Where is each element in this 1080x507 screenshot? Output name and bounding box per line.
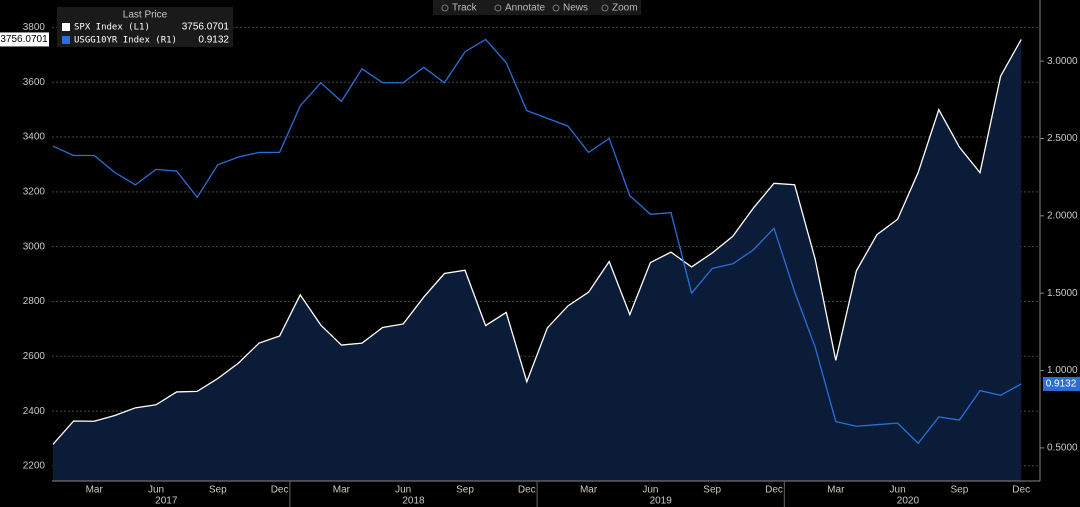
legend-swatch [62,36,70,44]
x-tick-label: Jun [890,485,906,496]
toolbar-icon [494,4,502,12]
y2-tick-label: 0.5000 [1047,443,1078,454]
year-label: 2019 [650,496,673,507]
y2-tick-label: 1.5000 [1047,288,1078,299]
toolbar-button[interactable]: Track [452,3,478,14]
x-tick-label: Sep [456,485,474,496]
x-tick-label: Mar [580,485,598,496]
y-tick-label: 2800 [23,296,46,307]
toolbar-icon [552,4,560,12]
x-tick-label: Dec [765,485,783,496]
line [52,39,1022,445]
last-value-tag [0,32,49,47]
x-tick-label: Dec [518,485,536,496]
legend-label: SPX Index (L1) [74,23,150,33]
toolbar-button[interactable]: Annotate [505,3,545,14]
y-tick-label: 2600 [23,351,46,362]
legend-box [57,7,233,47]
x-tick-label: Dec [1012,485,1030,496]
last-value-label: 3756.0701 [0,34,48,45]
toolbar-button[interactable]: Zoom [612,3,638,14]
legend-value: 0.9132 [198,35,229,46]
y2-tick-label: 3.0000 [1047,56,1078,67]
year-label: 2018 [402,496,425,507]
year-label: 2020 [897,496,920,507]
x-tick-label: Mar [86,485,104,496]
y-tick-label: 3400 [23,132,46,143]
area [53,39,1022,482]
y-tick-label: 3600 [23,77,46,88]
y-tick-label: 2200 [23,461,46,472]
x-tick-label: Jun [642,485,658,496]
legend-label: USGG10YR Index (R1) [74,36,177,46]
legend-swatch [62,23,70,31]
x-tick-label: Sep [951,485,969,496]
toolbar-button[interactable]: News [563,3,588,14]
x-tick-label: Sep [209,485,227,496]
legend-value: 3756.0701 [182,22,230,33]
legend-title: Last Price [123,10,168,21]
line [52,38,1022,445]
x-tick-label: Sep [703,485,721,496]
y-tick-label: 2400 [23,406,46,417]
x-tick-label: Jun [395,485,411,496]
year-label: 2017 [155,496,178,507]
x-tick-label: Mar [333,485,351,496]
toolbar [433,0,641,15]
last-value-tag [1043,376,1080,391]
toolbar-icon [441,4,449,12]
y2-tick-label: 2.5000 [1047,133,1078,144]
x-tick-label: Jun [148,485,164,496]
y2-tick-label: 1.0000 [1047,365,1078,376]
x-tick-label: Mar [827,485,845,496]
last-value-label: 0.9132 [1046,379,1077,390]
y-tick-label: 3000 [23,241,46,252]
toolbar-icon [601,4,609,12]
y-tick-label: 3800 [23,22,46,33]
y-tick-label: 3200 [23,186,46,197]
y2-tick-label: 2.0000 [1047,210,1078,221]
x-tick-label: Dec [271,485,289,496]
